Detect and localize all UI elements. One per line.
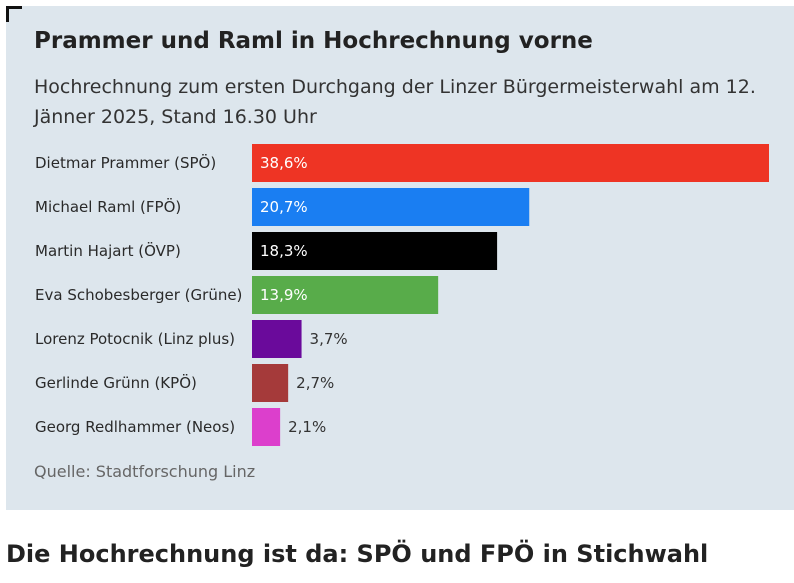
bar (252, 232, 498, 270)
bar (252, 364, 289, 402)
value-label: 2,7% (296, 374, 334, 392)
category-label: Gerlinde Grünn (KPÖ) (35, 373, 197, 392)
value-label: 38,6% (260, 154, 308, 172)
category-label: Lorenz Potocnik (Linz plus) (35, 330, 235, 348)
bar (252, 188, 530, 226)
category-label: Martin Hajart (ÖVP) (35, 241, 181, 260)
category-label: Eva Schobesberger (Grüne) (35, 286, 242, 304)
chart-title: Prammer und Raml in Hochrechnung vorne (34, 28, 593, 54)
bar (252, 408, 281, 446)
bar (252, 276, 439, 314)
value-label: 3,7% (310, 330, 348, 348)
value-label: 13,9% (260, 286, 308, 304)
category-label: Georg Redlhammer (Neos) (35, 418, 235, 436)
category-label: Michael Raml (FPÖ) (35, 197, 181, 216)
chart-source: Quelle: Stadtforschung Linz (34, 462, 256, 481)
article-headline: Die Hochrechnung ist da: SPÖ und FPÖ in … (6, 540, 709, 568)
value-label: 18,3% (260, 242, 308, 260)
value-label: 20,7% (260, 198, 308, 216)
corner-marker (6, 6, 22, 22)
category-label: Dietmar Prammer (SPÖ) (35, 153, 216, 172)
bar (252, 144, 769, 182)
value-label: 2,1% (288, 418, 326, 436)
chart-subtitle: Hochrechnung zum ersten Durchgang der Li… (34, 76, 756, 128)
bar (252, 320, 302, 358)
bar-chart: Dietmar Prammer (SPÖ) 38,6% Michael Raml (… (35, 144, 769, 446)
